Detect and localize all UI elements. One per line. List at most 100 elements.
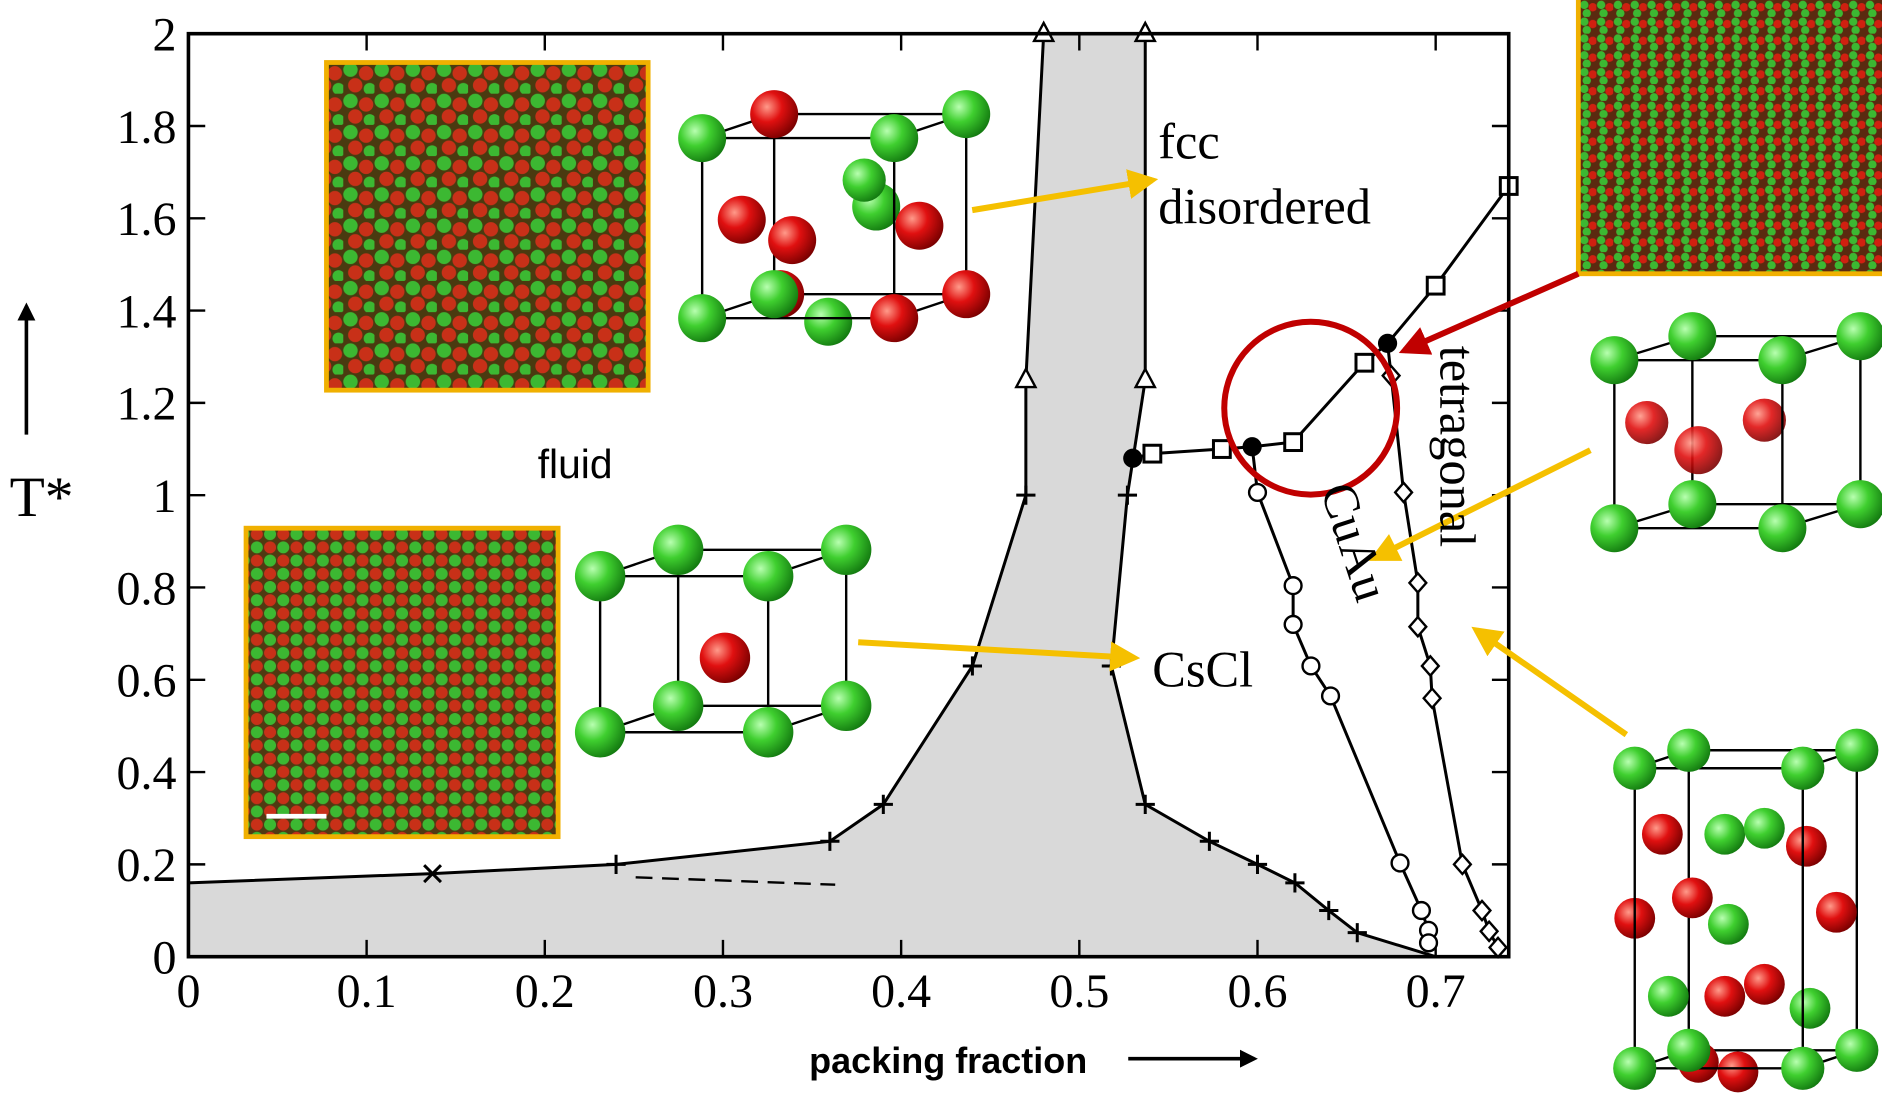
marker bbox=[1285, 434, 1302, 451]
y-tick-label: 0.4 bbox=[116, 747, 176, 800]
marker bbox=[1409, 573, 1426, 592]
x-tick-label: 0.7 bbox=[1406, 965, 1466, 1018]
marker bbox=[1454, 855, 1471, 874]
atom bbox=[1790, 988, 1831, 1029]
annotation: CuAu bbox=[1310, 476, 1400, 608]
atom bbox=[1613, 747, 1656, 790]
x-tick-label: 0.3 bbox=[693, 965, 753, 1018]
inset-fcc-texture bbox=[326, 62, 648, 390]
atom bbox=[1835, 729, 1878, 772]
marker bbox=[1322, 688, 1339, 705]
marker bbox=[1123, 449, 1142, 468]
atom bbox=[1836, 480, 1882, 528]
atom bbox=[718, 196, 766, 244]
atom bbox=[1590, 336, 1638, 384]
marker bbox=[1249, 484, 1266, 501]
annotation: fcc bbox=[1158, 114, 1220, 170]
atom bbox=[743, 551, 793, 601]
highlight-circle bbox=[1224, 322, 1397, 495]
atom bbox=[1758, 504, 1806, 552]
y-tick-label: 1.4 bbox=[116, 285, 176, 338]
x-tick-label: 0 bbox=[176, 965, 200, 1018]
atom bbox=[1642, 814, 1683, 855]
x-axis-title: packing fraction bbox=[809, 1040, 1087, 1081]
marker bbox=[1144, 445, 1161, 462]
atom bbox=[1835, 1029, 1878, 1072]
x-tick-label: 0.6 bbox=[1227, 965, 1287, 1018]
atom bbox=[1704, 976, 1745, 1017]
annotation: CsCl bbox=[1152, 642, 1253, 698]
page: {"chart_data": {"type": "line", "x_label… bbox=[0, 0, 1882, 1114]
atom bbox=[804, 298, 852, 346]
y-tick-label: 0.6 bbox=[116, 655, 176, 708]
marker bbox=[1474, 901, 1491, 920]
crystal-cell bbox=[1613, 729, 1878, 1093]
y-tick-label: 1.2 bbox=[116, 378, 176, 431]
atom bbox=[1667, 1029, 1710, 1072]
atom bbox=[942, 90, 990, 138]
atom bbox=[1648, 976, 1689, 1017]
marker bbox=[1303, 658, 1320, 675]
atom bbox=[1836, 312, 1882, 360]
atom bbox=[1718, 1052, 1759, 1093]
atom bbox=[1625, 401, 1668, 444]
x-tick-label: 0.5 bbox=[1049, 965, 1109, 1018]
atom bbox=[743, 707, 793, 757]
atom bbox=[942, 270, 990, 318]
y-tick-label: 0.2 bbox=[116, 839, 176, 892]
atom bbox=[768, 216, 816, 264]
atom bbox=[575, 707, 625, 757]
marker bbox=[1285, 616, 1302, 633]
x-tick-label: 0.4 bbox=[871, 965, 931, 1018]
atom bbox=[1743, 399, 1786, 442]
atom bbox=[1781, 747, 1824, 790]
atom bbox=[1786, 826, 1827, 867]
atom bbox=[575, 551, 625, 601]
atom bbox=[821, 525, 871, 575]
atom bbox=[700, 633, 750, 683]
marker bbox=[1424, 689, 1441, 708]
annotation: tetragonal bbox=[1429, 346, 1485, 548]
marker bbox=[1427, 277, 1444, 294]
y-tick-label: 1 bbox=[152, 470, 176, 523]
atom bbox=[870, 114, 918, 162]
atom bbox=[1590, 504, 1638, 552]
atom bbox=[653, 525, 703, 575]
atom bbox=[1744, 964, 1785, 1005]
atom bbox=[821, 681, 871, 731]
atom bbox=[1674, 426, 1722, 474]
marker bbox=[1356, 354, 1373, 371]
inset-texture bbox=[1578, 0, 1882, 274]
marker bbox=[1285, 577, 1302, 594]
atom bbox=[1667, 729, 1710, 772]
atom bbox=[843, 159, 886, 202]
marker bbox=[1490, 938, 1507, 957]
atom bbox=[750, 90, 798, 138]
marker bbox=[1420, 934, 1437, 951]
atom bbox=[750, 270, 798, 318]
atom bbox=[1613, 1047, 1656, 1090]
atom bbox=[1781, 1047, 1824, 1090]
y-tick-label: 0.8 bbox=[116, 562, 176, 615]
atom bbox=[1668, 480, 1716, 528]
marker bbox=[1392, 855, 1409, 872]
atom bbox=[1744, 808, 1785, 849]
marker bbox=[1422, 656, 1439, 675]
atom bbox=[678, 294, 726, 342]
annotation: disordered bbox=[1158, 178, 1371, 234]
annotation: fluid bbox=[538, 441, 613, 487]
marker bbox=[1481, 922, 1498, 941]
y-axis-title: T* bbox=[10, 466, 74, 529]
x-tick-label: 0.2 bbox=[515, 965, 575, 1018]
chart: 0 0.1 0.2 0.3 0.4 0.5 0.6 0.7 0 0.2 0.4 0.6 0.8 1 1.2 1… bbox=[0, 0, 1882, 1114]
atom bbox=[1708, 904, 1749, 945]
marker bbox=[1213, 441, 1230, 458]
y-tick-label: 0 bbox=[152, 931, 176, 984]
y-tick-label: 1.6 bbox=[116, 193, 176, 246]
atom bbox=[1704, 814, 1745, 855]
y-tick-label: 1.8 bbox=[116, 101, 176, 154]
atom bbox=[678, 114, 726, 162]
x-tick-label: 0.1 bbox=[337, 965, 397, 1018]
atom bbox=[1816, 892, 1857, 933]
crystal-cell bbox=[575, 525, 871, 758]
